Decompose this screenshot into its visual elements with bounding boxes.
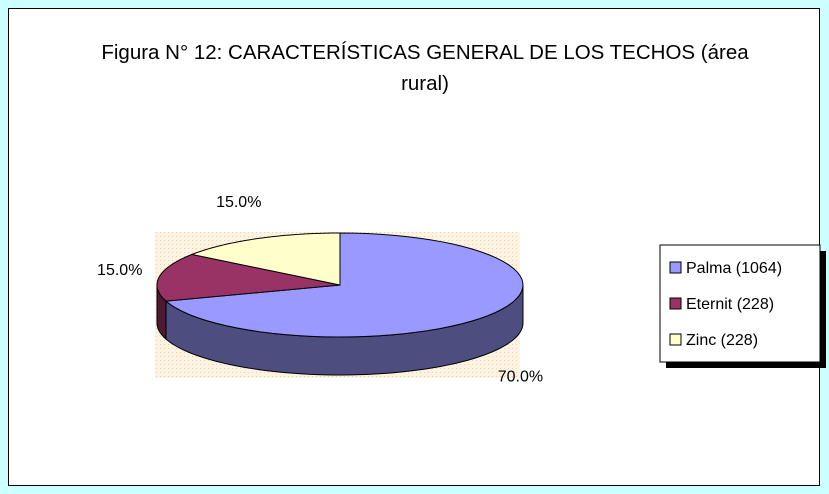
data-label: 70.0% [498,368,543,385]
legend-swatch [669,333,682,346]
pie-slice [164,232,524,338]
pie-slice [156,253,341,302]
data-label: 15.0% [216,194,261,211]
chart-title: Figura N° 12: CARACTERÍSTICAS GENERAL DE… [101,41,749,95]
legend-label: Palma (1064) [686,260,782,277]
legend-label: Eternit (228) [686,296,774,313]
legend-box [659,244,821,363]
legend-swatch [669,261,682,274]
legend-label: Zinc (228) [686,332,758,349]
data-label: 15.0% [97,262,142,279]
pie-slice [190,232,341,286]
legend-swatch [669,297,682,310]
